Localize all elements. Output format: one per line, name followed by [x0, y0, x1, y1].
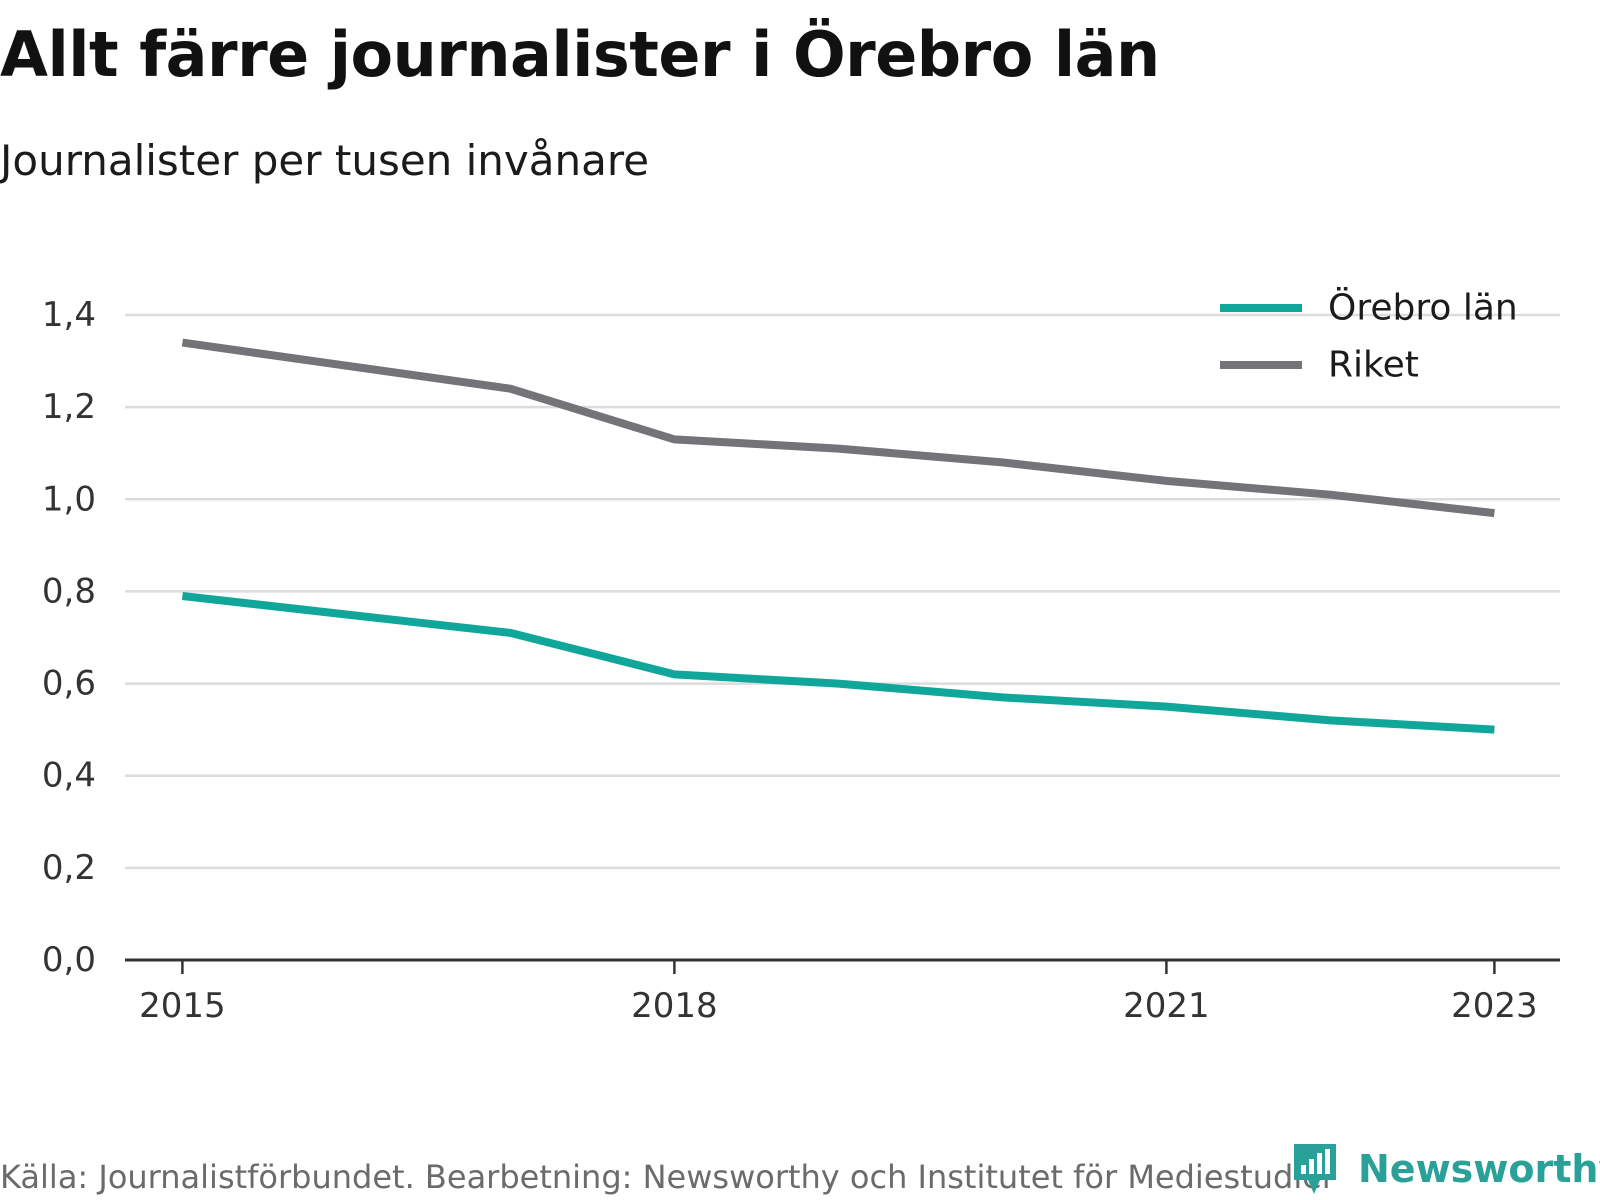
x-tick-label: 2021	[1123, 986, 1210, 1026]
x-tick-label: 2018	[631, 986, 718, 1026]
y-tick-label: 0,2	[42, 848, 96, 888]
legend: Örebro län Riket	[1220, 287, 1518, 386]
chart-title: Allt färre journalister i Örebro län	[0, 18, 1160, 91]
gridlines	[125, 313, 1560, 870]
newsworthy-logo-icon	[1294, 1144, 1336, 1194]
source-note: Källa: Journalistförbundet. Bearbetning:…	[0, 1158, 1336, 1196]
y-tick-label: 0,8	[42, 571, 96, 611]
series-line	[181, 592, 1495, 734]
series-line	[181, 338, 1495, 518]
y-tick-label: 1,2	[42, 387, 96, 427]
x-tick-label: 2015	[139, 986, 226, 1026]
legend-label: Riket	[1328, 345, 1419, 386]
y-tick-label: 1,0	[42, 479, 96, 519]
y-tick-label: 0,6	[42, 664, 96, 704]
series-lines	[181, 338, 1495, 734]
legend-label: Örebro län	[1328, 287, 1518, 329]
chart-subtitle: Journalister per tusen invånare	[0, 136, 650, 185]
axes: 0,0 0,2 0,4 0,6 0,8 1,0 1,2 1,4 2015 2018 2021 2023	[42, 295, 1560, 1026]
x-tick-label: 2023	[1451, 986, 1538, 1026]
y-tick-label: 1,4	[42, 295, 96, 335]
brand[interactable]: Newsworthy	[1290, 1140, 1600, 1198]
y-tick-label: 0,0	[42, 940, 96, 980]
y-tick-label: 0,4	[42, 756, 96, 796]
brand-name: Newsworthy	[1358, 1147, 1600, 1191]
